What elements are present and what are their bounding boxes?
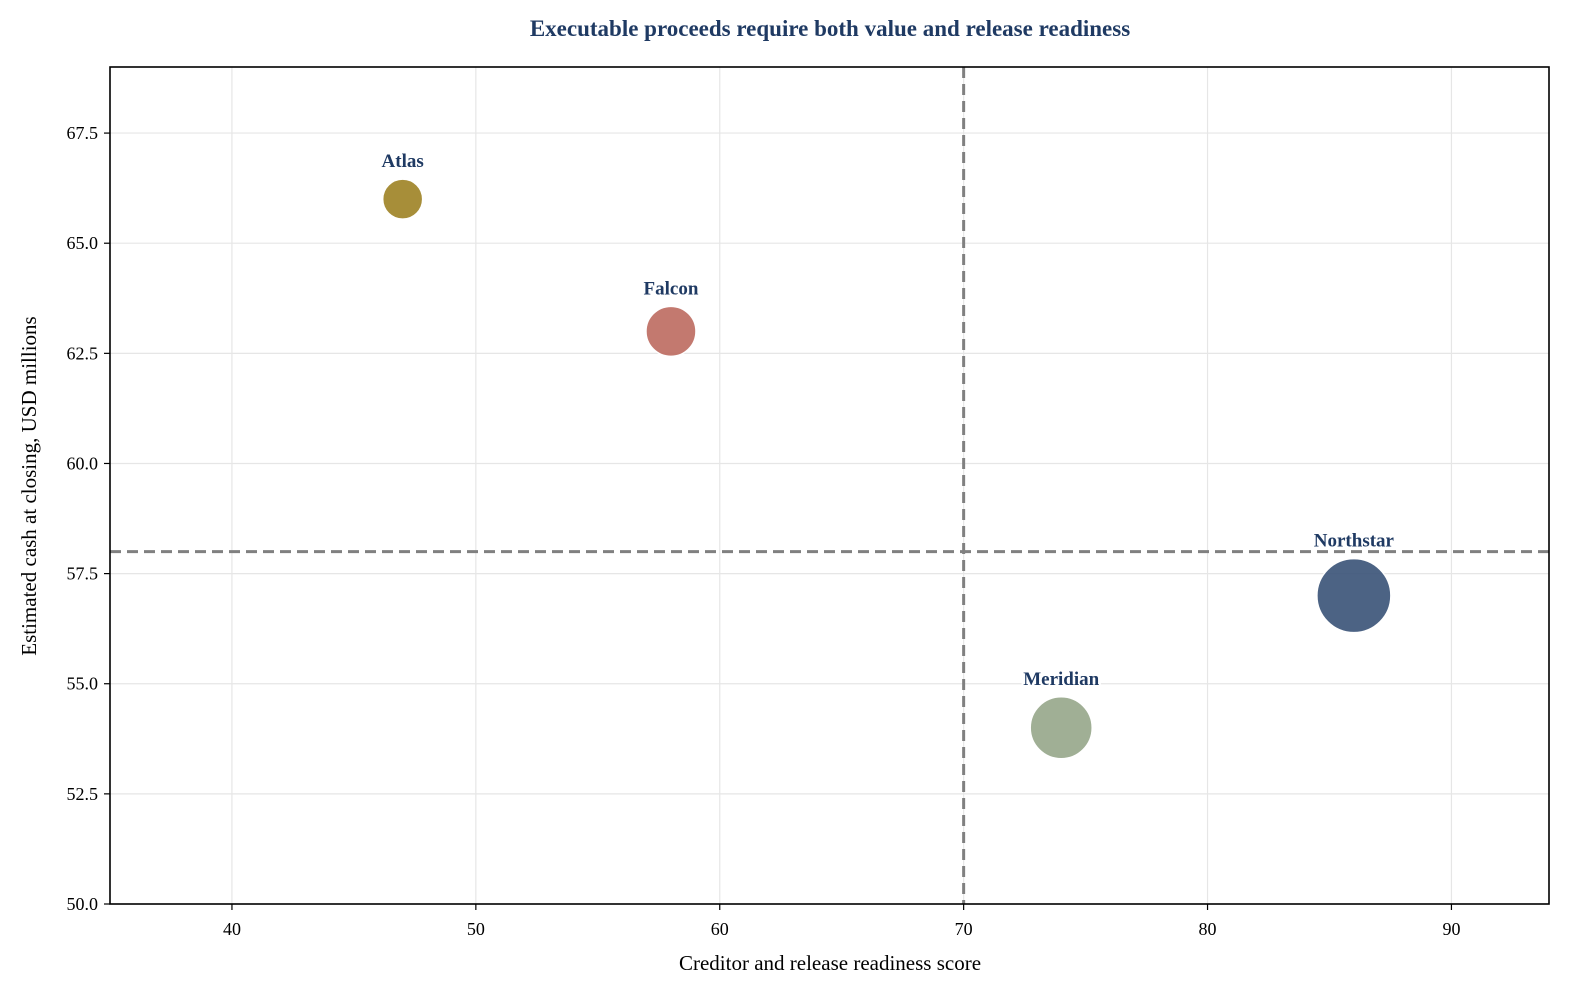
data-points: [381, 178, 1392, 760]
axis-ticks: 40 50 60 70 80 90 50.0 52.5 55.0 57.5 60.0 62.5 65.0…: [67, 123, 1461, 939]
y-tick-label: 52.5: [67, 784, 99, 804]
y-tick-label: 62.5: [67, 343, 99, 363]
y-tick-label: 65.0: [67, 233, 99, 253]
point-label-meridian: Meridian: [1023, 669, 1099, 690]
x-axis-label: Creditor and release readiness score: [679, 951, 981, 975]
point-labels: Atlas Falcon Meridian Northstar: [380, 149, 1397, 692]
data-point-meridian: [1029, 696, 1093, 760]
data-point-atlas: [381, 178, 424, 220]
grid-lines: [110, 67, 1549, 905]
plot-frame: [109, 66, 1550, 905]
x-tick-label: 60: [711, 919, 729, 939]
y-axis-label: Estimated cash at closing, USD millions: [17, 316, 41, 655]
x-tick-label: 90: [1442, 919, 1460, 939]
x-tick-label: 50: [467, 919, 485, 939]
x-tick-label: 70: [955, 919, 973, 939]
chart-title: Executable proceeds require both value a…: [530, 16, 1130, 41]
x-tick-label: 80: [1199, 919, 1217, 939]
data-point-falcon: [645, 305, 697, 358]
point-label-atlas: Atlas: [382, 151, 424, 172]
y-tick-label: 57.5: [67, 564, 99, 584]
point-label-northstar: Northstar: [1314, 531, 1395, 552]
x-tick-label: 40: [223, 919, 241, 939]
y-tick-label: 50.0: [67, 894, 99, 914]
data-point-northstar: [1316, 557, 1392, 634]
y-tick-label: 60.0: [67, 453, 99, 473]
reference-lines: [110, 67, 1549, 904]
y-tick-label: 67.5: [67, 123, 99, 143]
y-tick-label: 55.0: [67, 674, 99, 694]
point-label-falcon: Falcon: [644, 278, 699, 299]
